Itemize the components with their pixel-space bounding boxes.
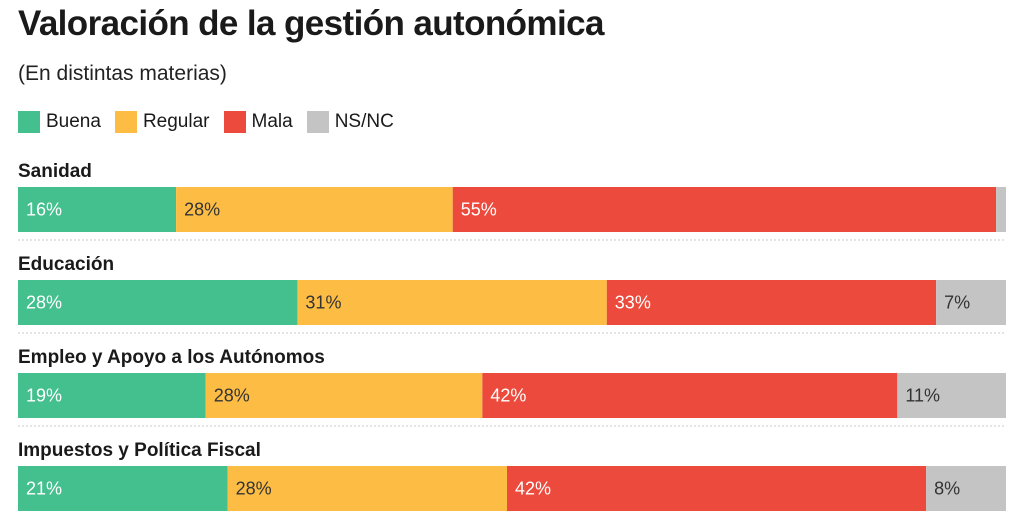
chart-subtitle: (En distintas materias) [18, 62, 227, 85]
bar-impuestos-y-politica-fiscal-buena [18, 466, 228, 511]
bar-sanidad-ns-nc [996, 187, 1006, 232]
value-label-impuestos-y-politica-fiscal-regular: 28% [236, 479, 272, 499]
bar-sanidad-regular [176, 187, 453, 232]
legend-swatch-regular [114, 111, 137, 133]
legend-item-nsnc: NS/NC [306, 111, 394, 133]
legend-swatch-nsnc [306, 111, 329, 133]
value-label-empleo-y-apoyo-a-los-autonomos-buena: 19% [26, 386, 62, 406]
category-label-empleo-y-apoyo-a-los-autonomos: Empleo y Apoyo a los Autónomos [18, 347, 325, 368]
bar-empleo-y-apoyo-a-los-autonomos-mala [482, 373, 898, 418]
legend-swatch-buena [18, 111, 40, 133]
bar-sanidad-buena [18, 187, 177, 232]
legend-item-mala: Mala [223, 111, 293, 133]
value-label-sanidad-regular: 28% [184, 200, 220, 220]
value-label-impuestos-y-politica-fiscal-mala: 42% [515, 479, 551, 499]
legend-swatch-mala [223, 111, 246, 133]
bar-educacion-regular [297, 280, 607, 325]
value-label-empleo-y-apoyo-a-los-autonomos-ns-nc: 11% [905, 386, 940, 406]
legend-item-buena: Buena [18, 111, 101, 133]
legend-item-regular: Regular [114, 111, 210, 133]
chart-title: Valoración de la gestión autonómica [18, 4, 604, 43]
legend-label-mala: Mala [251, 111, 293, 132]
bar-educacion-ns-nc [936, 280, 1006, 325]
legend-label-buena: Buena [46, 111, 101, 132]
category-label-sanidad: Sanidad [18, 161, 92, 182]
value-label-impuestos-y-politica-fiscal-ns-nc: 8% [934, 479, 960, 499]
bar-empleo-y-apoyo-a-los-autonomos-regular [205, 373, 483, 418]
bar-impuestos-y-politica-fiscal-regular [227, 466, 508, 511]
legend-label-nsnc: NS/NC [334, 111, 394, 132]
bar-educacion-buena [18, 280, 298, 325]
category-label-impuestos-y-politica-fiscal: Impuestos y Política Fiscal [18, 440, 261, 461]
value-label-sanidad-buena: 16% [26, 200, 62, 220]
bar-sanidad-mala [452, 187, 997, 232]
bar-impuestos-y-politica-fiscal-ns-nc [926, 466, 1006, 511]
value-label-sanidad-mala: 55% [461, 200, 497, 220]
bar-empleo-y-apoyo-a-los-autonomos-ns-nc [897, 373, 1006, 418]
legend: Buena Regular Mala NS/NC [18, 111, 394, 133]
value-label-empleo-y-apoyo-a-los-autonomos-regular: 28% [214, 386, 250, 406]
value-label-educacion-regular: 31% [305, 293, 341, 313]
category-label-educacion: Educación [18, 254, 114, 275]
value-label-educacion-buena: 28% [26, 293, 62, 313]
value-label-empleo-y-apoyo-a-los-autonomos-mala: 42% [490, 386, 526, 406]
value-label-educacion-ns-nc: 7% [944, 293, 970, 313]
bar-educacion-mala [606, 280, 937, 325]
legend-label-regular: Regular [142, 111, 210, 132]
bar-impuestos-y-politica-fiscal-mala [507, 466, 927, 511]
bar-empleo-y-apoyo-a-los-autonomos-buena [18, 373, 206, 418]
value-label-educacion-mala: 33% [615, 293, 651, 313]
value-label-impuestos-y-politica-fiscal-buena: 21% [26, 479, 62, 499]
